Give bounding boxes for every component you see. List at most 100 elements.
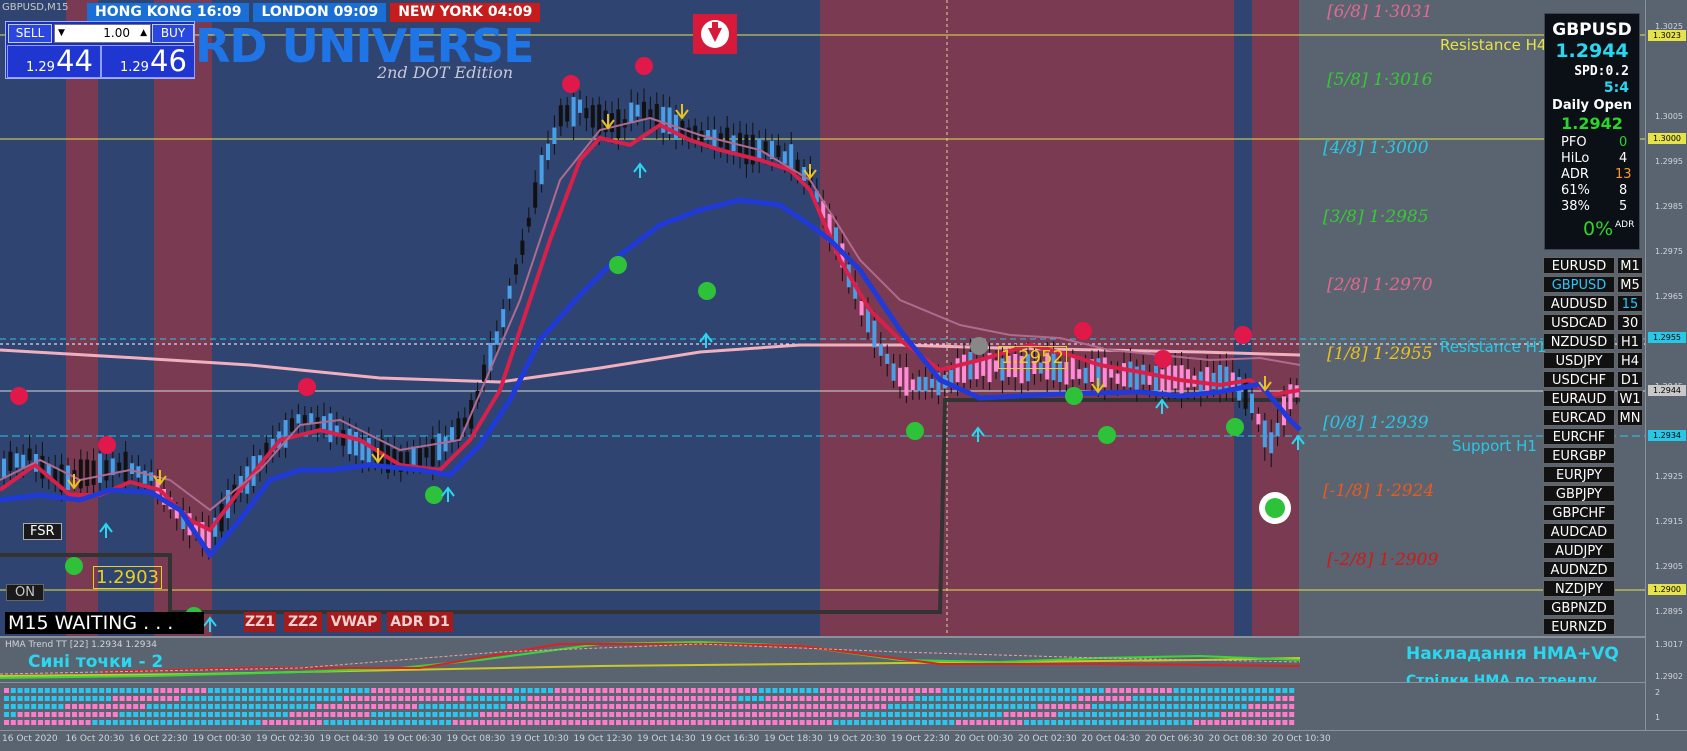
bid-price[interactable]: 1.29 44 xyxy=(7,44,101,78)
timeframe-button-30[interactable]: 30 xyxy=(1617,314,1643,331)
timeframe-button-h4[interactable]: H4 xyxy=(1617,352,1643,369)
vq-dot xyxy=(1173,696,1179,701)
pair-button-eurjpy[interactable]: EURJPY xyxy=(1543,466,1615,483)
vq-dot xyxy=(1207,704,1213,709)
vq-dot xyxy=(44,704,50,709)
vq-dot xyxy=(602,712,608,717)
stat-name: PFO xyxy=(1561,135,1587,150)
buy-button[interactable]: BUY xyxy=(152,24,194,43)
pair-button-usdcad[interactable]: USDCAD xyxy=(1543,314,1615,331)
candle-body xyxy=(763,141,768,153)
candle-body xyxy=(936,372,941,396)
vq-dot xyxy=(731,712,737,717)
candle-body xyxy=(782,151,787,164)
vq-dot xyxy=(432,712,438,717)
vq-dot xyxy=(881,696,887,701)
pair-button-usdjpy[interactable]: USDJPY xyxy=(1543,352,1615,369)
vq-dot xyxy=(187,720,193,725)
pair-button-eurchf[interactable]: EURCHF xyxy=(1543,428,1615,445)
sub-window-divider[interactable] xyxy=(0,636,1645,638)
timeframe-button-h1[interactable]: H1 xyxy=(1617,333,1643,350)
timeframe-button-m5[interactable]: M5 xyxy=(1617,276,1643,293)
vq-dot xyxy=(446,704,451,709)
pair-button-gbpusd[interactable]: GBPUSD xyxy=(1543,276,1615,293)
vq-dot xyxy=(31,712,37,717)
clock-bar: HONG KONG 16:09 LONDON 09:09 NEW YORK 04… xyxy=(87,3,541,22)
pair-button-euraud[interactable]: EURAUD xyxy=(1543,390,1615,407)
adr-d1-button[interactable]: ADR D1 xyxy=(387,612,453,632)
vq-dot xyxy=(636,712,642,717)
lot-up-icon[interactable]: ▲ xyxy=(140,28,147,38)
on-toggle[interactable]: ON xyxy=(6,584,44,601)
pair-button-audjpy[interactable]: AUDJPY xyxy=(1543,542,1615,559)
price-tag: 1.2955 xyxy=(1648,332,1686,343)
vq-dot xyxy=(432,688,438,693)
vq-dot xyxy=(799,720,805,725)
pair-button-eurusd[interactable]: EURUSD xyxy=(1543,257,1615,274)
vq-dot xyxy=(813,712,819,717)
vq-dot xyxy=(908,688,914,693)
vq-dot xyxy=(847,720,853,725)
vq-dot xyxy=(425,720,431,725)
pair-button-audcad[interactable]: AUDCAD xyxy=(1543,523,1615,540)
vq-dot xyxy=(833,688,839,693)
timeframe-button-mn[interactable]: MN xyxy=(1617,409,1643,426)
pair-button-nzdusd[interactable]: NZDUSD xyxy=(1543,333,1615,350)
vwap-button[interactable]: VWAP xyxy=(327,612,381,632)
timeframe-button-m1[interactable]: M1 xyxy=(1617,257,1643,274)
vq-dot xyxy=(1003,720,1009,725)
vq-dot xyxy=(344,688,349,693)
candle-body xyxy=(1205,367,1210,392)
timeframe-button-w1[interactable]: W1 xyxy=(1617,390,1643,407)
pair-button-audusd[interactable]: AUDUSD xyxy=(1543,295,1615,312)
ask-price[interactable]: 1.29 46 xyxy=(101,44,195,78)
vq-dot xyxy=(772,712,778,717)
sell-button[interactable]: SELL xyxy=(8,24,52,43)
pair-button-gbpnzd[interactable]: GBPNZD xyxy=(1543,599,1615,616)
vq-dot xyxy=(820,688,825,693)
lot-down-icon[interactable]: ▼ xyxy=(58,28,65,38)
vq-dot xyxy=(1024,712,1029,717)
vq-dot xyxy=(833,712,839,717)
candle-body xyxy=(878,343,883,356)
sub-window-divider[interactable] xyxy=(0,682,1645,683)
vq-dot xyxy=(1119,704,1125,709)
timeframe-button-d1[interactable]: D1 xyxy=(1617,371,1643,388)
pair-button-eurnzd[interactable]: EURNZD xyxy=(1543,618,1615,635)
vq-dot xyxy=(718,696,723,701)
vq-dot xyxy=(792,704,798,709)
lot-size-input[interactable]: ▼ 1.00 ▲ xyxy=(54,24,151,43)
pair-button-gbpchf[interactable]: GBPCHF xyxy=(1543,504,1615,521)
vq-dot xyxy=(486,696,492,701)
zz2-button[interactable]: ZZ2 xyxy=(284,612,322,632)
vq-dot xyxy=(1200,688,1206,693)
vq-dot xyxy=(935,696,941,701)
up-arrow-icon xyxy=(1155,398,1169,414)
vq-dot xyxy=(1119,712,1125,717)
price-tag: 1.3023 xyxy=(1648,30,1686,41)
vq-dot xyxy=(1092,696,1097,701)
fsr-button[interactable]: FSR xyxy=(23,523,62,540)
vq-dot xyxy=(514,712,519,717)
zz1-button[interactable]: ZZ1 xyxy=(244,612,276,632)
pair-button-eurcad[interactable]: EURCAD xyxy=(1543,409,1615,426)
pair-button-nzdjpy[interactable]: NZDJPY xyxy=(1543,580,1615,597)
vq-dot xyxy=(1051,704,1057,709)
vq-dot xyxy=(758,720,764,725)
vq-dot xyxy=(1153,688,1159,693)
vq-dot xyxy=(1180,688,1186,693)
fib-level: [1/8] 1·2955 xyxy=(1327,344,1433,364)
vq-dot xyxy=(44,712,50,717)
vq-dot xyxy=(459,688,465,693)
vq-dot xyxy=(820,712,825,717)
timeframe-button-15[interactable]: 15 xyxy=(1617,295,1643,312)
candle-body xyxy=(1019,355,1024,384)
vq-dot xyxy=(446,720,451,725)
vq-dot xyxy=(1173,720,1179,725)
pair-button-usdchf[interactable]: USDCHF xyxy=(1543,371,1615,388)
pair-button-gbpjpy[interactable]: GBPJPY xyxy=(1543,485,1615,502)
candle-body xyxy=(59,464,64,493)
price-chart[interactable] xyxy=(0,0,1645,636)
pair-button-eurgbp[interactable]: EURGBP xyxy=(1543,447,1615,464)
pair-button-audnzd[interactable]: AUDNZD xyxy=(1543,561,1615,578)
